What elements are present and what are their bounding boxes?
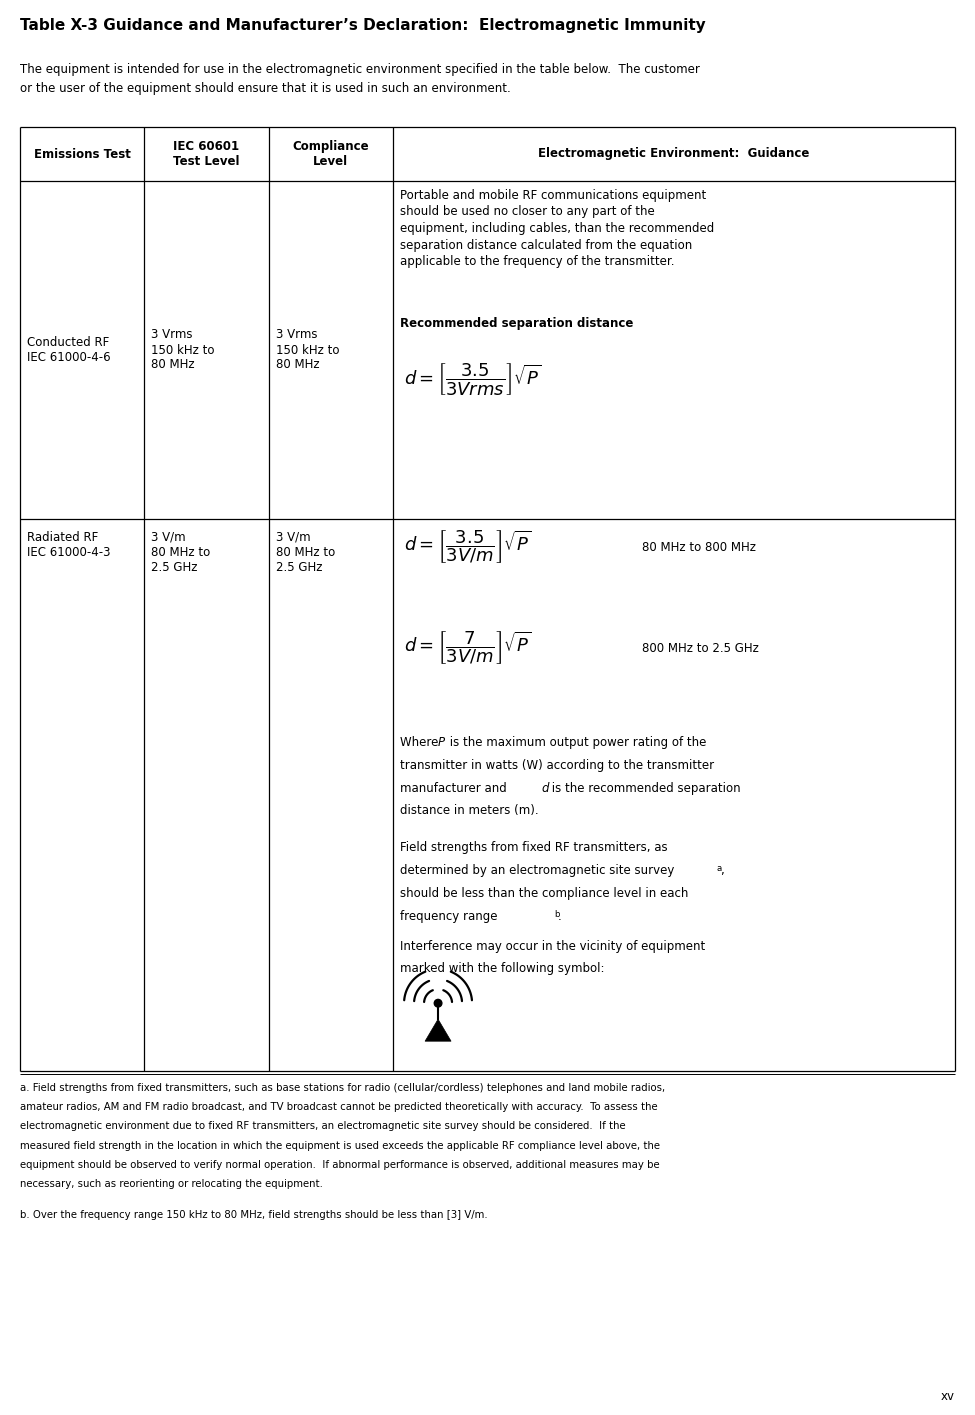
Text: Field strengths from fixed RF transmitters, as: Field strengths from fixed RF transmitte… (400, 841, 668, 855)
Text: determined by an electromagnetic site survey: determined by an electromagnetic site su… (400, 865, 675, 877)
Polygon shape (425, 1019, 451, 1041)
Text: 3 V/m
80 MHz to
2.5 GHz: 3 V/m 80 MHz to 2.5 GHz (151, 531, 211, 574)
Text: necessary, such as reorienting or relocating the equipment.: necessary, such as reorienting or reloca… (20, 1179, 323, 1189)
Text: or the user of the equipment should ensure that it is used in such an environmen: or the user of the equipment should ensu… (20, 82, 511, 95)
Text: Table X-3 Guidance and Manufacturer’s Declaration:  Electromagnetic Immunity: Table X-3 Guidance and Manufacturer’s De… (20, 18, 706, 33)
Text: Radiated RF
IEC 61000-4-3: Radiated RF IEC 61000-4-3 (27, 531, 110, 559)
Text: ,: , (721, 865, 723, 877)
Text: electromagnetic environment due to fixed RF transmitters, an electromagnetic sit: electromagnetic environment due to fixed… (20, 1122, 626, 1132)
Text: 3 Vrms
150 kHz to
80 MHz: 3 Vrms 150 kHz to 80 MHz (276, 328, 339, 372)
Text: P: P (438, 736, 445, 749)
Text: xv: xv (941, 1390, 955, 1404)
Text: IEC 60601
Test Level: IEC 60601 Test Level (174, 140, 240, 168)
Text: is the recommended separation: is the recommended separation (548, 781, 740, 795)
Text: Portable and mobile RF communications equipment
should be used no closer to any : Portable and mobile RF communications eq… (400, 190, 715, 267)
Text: transmitter in watts (W) according to the transmitter: transmitter in watts (W) according to th… (400, 758, 715, 771)
Text: distance in meters (m).: distance in meters (m). (400, 804, 539, 818)
Text: Conducted RF
IEC 61000-4-6: Conducted RF IEC 61000-4-6 (27, 335, 110, 364)
Text: a: a (716, 865, 722, 873)
Text: Interference may occur in the vicinity of equipment: Interference may occur in the vicinity o… (400, 940, 705, 952)
Text: Where: Where (400, 736, 443, 749)
Text: frequency range: frequency range (400, 910, 497, 923)
Text: 800 MHz to 2.5 GHz: 800 MHz to 2.5 GHz (643, 642, 759, 655)
Text: Electromagnetic Environment:  Guidance: Electromagnetic Environment: Guidance (538, 147, 809, 160)
Text: manufacturer and: manufacturer and (400, 781, 511, 795)
Text: marked with the following symbol:: marked with the following symbol: (400, 962, 604, 975)
Text: .: . (558, 910, 562, 923)
Text: a. Field strengths from fixed transmitters, such as base stations for radio (cel: a. Field strengths from fixed transmitte… (20, 1082, 665, 1092)
Text: is the maximum output power rating of the: is the maximum output power rating of th… (447, 736, 707, 749)
Text: $d = \left[\dfrac{3.5}{3Vrms}\right]\sqrt{P}$: $d = \left[\dfrac{3.5}{3Vrms}\right]\sqr… (404, 361, 541, 398)
Text: d: d (541, 781, 549, 795)
Text: 3 V/m
80 MHz to
2.5 GHz: 3 V/m 80 MHz to 2.5 GHz (276, 531, 335, 574)
Text: 3 Vrms
150 kHz to
80 MHz: 3 Vrms 150 kHz to 80 MHz (151, 328, 214, 372)
Text: $d = \left[\dfrac{3.5}{3V/m}\right]\sqrt{P}$: $d = \left[\dfrac{3.5}{3V/m}\right]\sqrt… (404, 529, 531, 566)
Text: Compliance
Level: Compliance Level (292, 140, 370, 168)
Text: amateur radios, AM and FM radio broadcast, and TV broadcast cannot be predicted : amateur radios, AM and FM radio broadcas… (20, 1102, 657, 1112)
Text: The equipment is intended for use in the electromagnetic environment specified i: The equipment is intended for use in the… (20, 64, 700, 76)
Text: measured field strength in the location in which the equipment is used exceeds t: measured field strength in the location … (20, 1140, 660, 1150)
Text: $d = \left[\dfrac{7}{3V/m}\right]\sqrt{P}$: $d = \left[\dfrac{7}{3V/m}\right]\sqrt{P… (404, 630, 531, 668)
Text: equipment should be observed to verify normal operation.  If abnormal performanc: equipment should be observed to verify n… (20, 1160, 660, 1170)
Text: 80 MHz to 800 MHz: 80 MHz to 800 MHz (643, 541, 756, 555)
Text: b. Over the frequency range 150 kHz to 80 MHz, field strengths should be less th: b. Over the frequency range 150 kHz to 8… (20, 1210, 488, 1220)
Text: Recommended separation distance: Recommended separation distance (400, 317, 634, 330)
Text: b: b (554, 910, 560, 920)
Circle shape (434, 999, 442, 1007)
Text: Emissions Test: Emissions Test (34, 147, 131, 160)
Text: should be less than the compliance level in each: should be less than the compliance level… (400, 887, 688, 900)
